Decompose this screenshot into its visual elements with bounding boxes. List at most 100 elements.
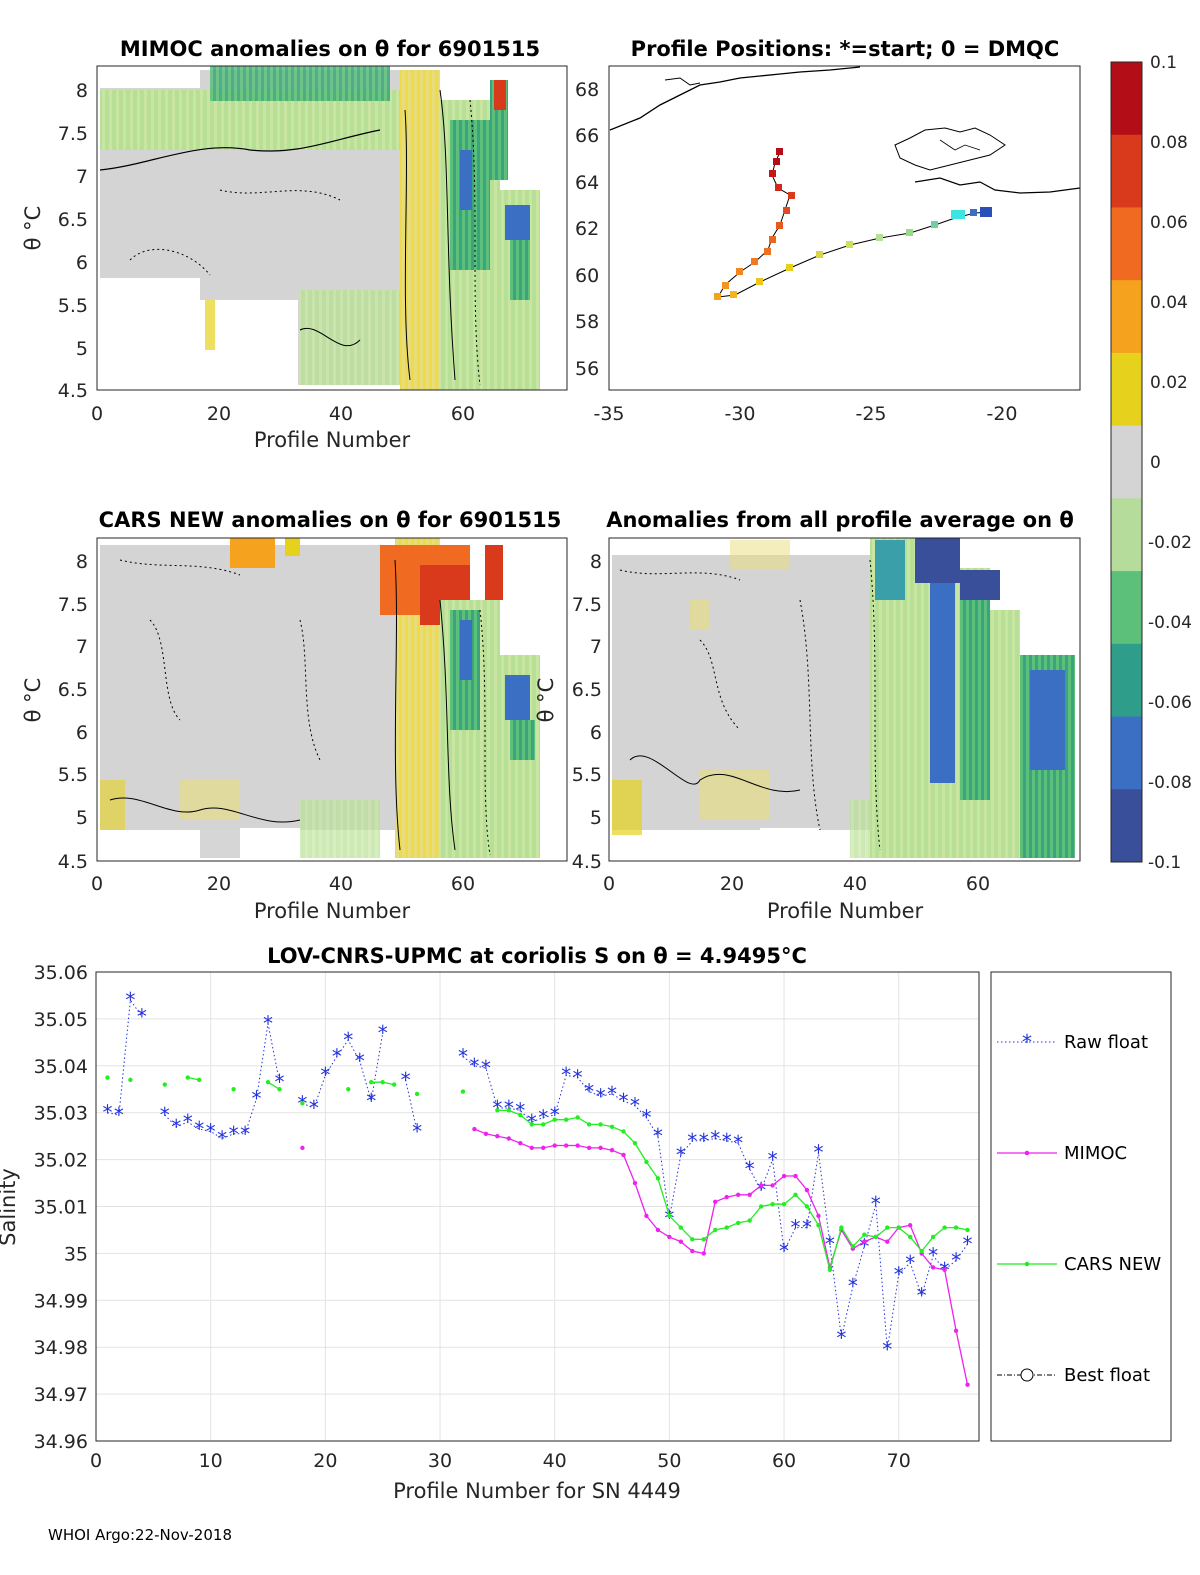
data-point: * [183, 1110, 193, 1134]
data-point: * [917, 1284, 927, 1308]
series-line [107, 998, 143, 1116]
data-point [850, 1244, 856, 1249]
data-point: * [515, 1098, 525, 1122]
salinity-legend: * Raw float MIMOC CARS NEW Best float [990, 971, 1172, 1442]
x-tick-label: 0 [91, 873, 103, 895]
data-point: * [171, 1115, 181, 1139]
data-point [862, 1232, 867, 1237]
data-point [690, 1237, 695, 1242]
data-point [609, 1148, 615, 1153]
series-line [474, 1128, 969, 1385]
y-tick-label: 34.99 [34, 1290, 88, 1312]
y-tick-label: 8 [76, 551, 88, 573]
y-tick-label: 7.5 [58, 594, 88, 616]
y-tick-label: 62 [575, 218, 599, 240]
colorbar-tick: -0.1 [1148, 853, 1181, 873]
data-point: * [550, 1103, 560, 1127]
data-point [632, 1140, 638, 1146]
data-point: * [584, 1080, 594, 1104]
data-point: * [664, 1206, 674, 1230]
data-point [896, 1225, 901, 1230]
salinity-ylabel: Salinity [0, 1168, 20, 1246]
data-point: * [229, 1122, 239, 1146]
y-tick-label: 34.96 [34, 1431, 88, 1453]
data-point: * [332, 1044, 342, 1068]
data-point [701, 1251, 706, 1256]
y-tick-label: 35.02 [34, 1150, 88, 1172]
data-point [713, 1227, 718, 1233]
data-point: * [951, 1248, 961, 1272]
y-tick-label: 35.05 [34, 1009, 88, 1031]
cars-title: CARS NEW anomalies on θ for 6901515 [99, 508, 562, 532]
data-point: * [791, 1216, 801, 1240]
colorbar-tick: -0.08 [1148, 773, 1192, 793]
y-tick-label: 56 [575, 358, 599, 380]
cars-ylabel: θ °C [21, 678, 45, 723]
data-point: * [274, 1070, 284, 1094]
data-point: * [859, 1234, 869, 1258]
data-point [391, 1082, 397, 1087]
data-point [747, 1192, 752, 1197]
y-tick-label: 6 [590, 722, 602, 744]
y-tick-label: 6 [76, 722, 88, 744]
colorbar-segment [1111, 571, 1142, 645]
data-point [265, 1080, 271, 1085]
data-point [346, 1087, 351, 1092]
data-point [816, 1223, 821, 1228]
colorbar-tick: 0.02 [1150, 373, 1188, 393]
cars-heatmap [100, 538, 540, 858]
data-point: * [676, 1143, 686, 1167]
average-ylabel: θ °C [534, 678, 558, 723]
data-point [644, 1159, 649, 1165]
y-tick-label: 68 [575, 79, 599, 101]
x-tick-label: 40 [329, 403, 353, 425]
data-point: * [206, 1119, 216, 1143]
y-tick-label: 8 [76, 80, 88, 102]
data-point: * [320, 1063, 330, 1087]
y-tick-label: 6 [76, 252, 88, 274]
data-point [541, 1122, 546, 1127]
colorbar-segment [1111, 207, 1142, 281]
x-tick-label: 0 [603, 873, 615, 895]
data-point [609, 1124, 615, 1129]
data-point [380, 1080, 385, 1085]
positions-title: Profile Positions: *=start; 0 = DMQC [631, 37, 1060, 61]
data-point: * [469, 1054, 479, 1078]
data-point: * [492, 1096, 502, 1120]
data-point: * [882, 1338, 892, 1362]
x-tick-label: 0 [91, 403, 103, 425]
legend-label: Raw float [1064, 1032, 1148, 1053]
x-tick-label: 60 [966, 873, 990, 895]
data-point [472, 1126, 477, 1132]
data-point: * [687, 1129, 697, 1153]
data-point [907, 1223, 913, 1228]
data-point [300, 1101, 305, 1106]
data-point [231, 1087, 236, 1092]
x-tick-label: 0 [90, 1450, 102, 1472]
data-point: * [928, 1244, 938, 1268]
data-point: * [252, 1087, 262, 1111]
positions-x-ticks: -35 -30 -25 -20 [593, 403, 1017, 425]
data-point [942, 1225, 947, 1230]
data-point: * [630, 1094, 640, 1118]
footer-credit: WHOI Argo:22-Nov-2018 [48, 1526, 232, 1544]
data-point [724, 1194, 729, 1200]
y-tick-label: 34.98 [34, 1337, 88, 1359]
data-point [827, 1267, 833, 1273]
data-point [953, 1225, 959, 1230]
series-line [267, 1081, 280, 1090]
colorbar-box [1110, 61, 1143, 863]
data-point [300, 1145, 305, 1151]
data-point: * [343, 1028, 353, 1052]
x-tick-label: 20 [207, 403, 231, 425]
data-point [873, 1234, 878, 1240]
data-point [770, 1183, 775, 1188]
svg-text:*: * [1022, 1030, 1032, 1054]
data-point [495, 1133, 500, 1139]
mimoc-heatmap [99, 66, 540, 390]
data-point [621, 1129, 626, 1134]
data-point [495, 1108, 500, 1113]
data-point [563, 1117, 569, 1122]
average-title: Anomalies from all profile average on θ [606, 508, 1074, 532]
mimoc-xlabel: Profile Number [254, 428, 411, 452]
